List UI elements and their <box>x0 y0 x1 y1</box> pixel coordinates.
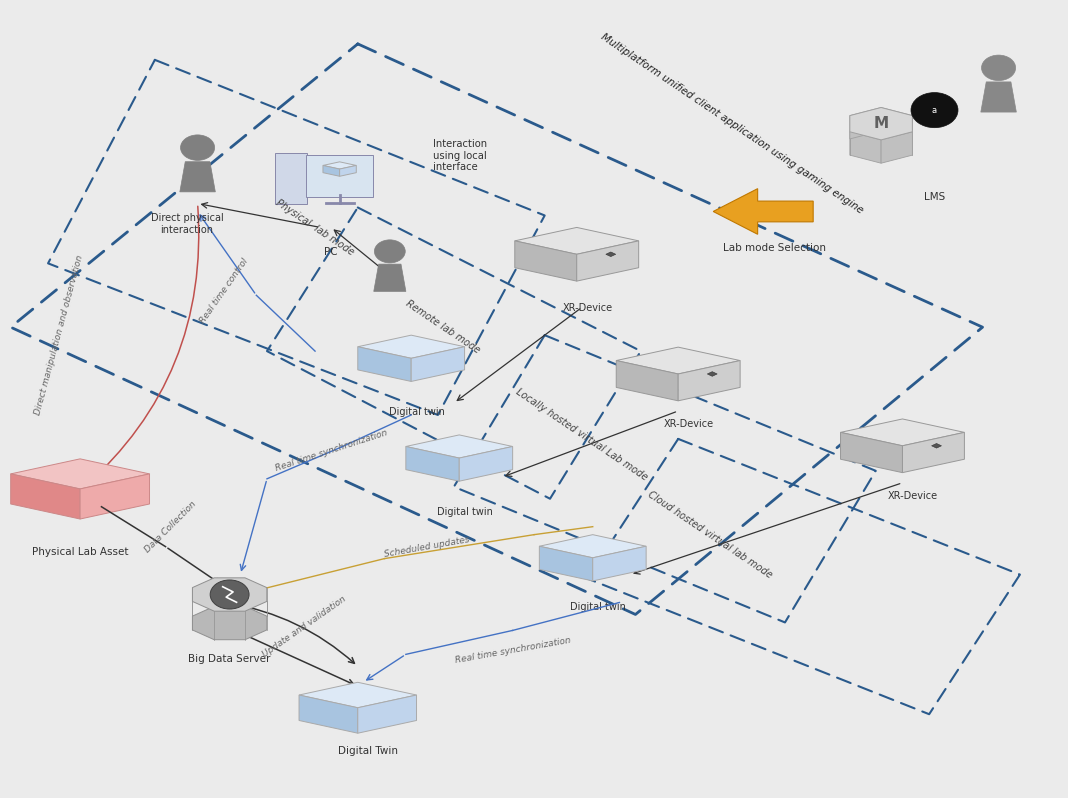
Polygon shape <box>299 682 417 708</box>
Text: Update and validation: Update and validation <box>261 595 348 658</box>
Polygon shape <box>11 474 80 519</box>
Text: Direct physical
interaction: Direct physical interaction <box>151 213 223 235</box>
Text: Real time synchronization: Real time synchronization <box>273 429 389 473</box>
Polygon shape <box>593 546 646 581</box>
Polygon shape <box>459 447 513 481</box>
Text: LMS: LMS <box>924 192 945 202</box>
Polygon shape <box>539 546 593 581</box>
FancyBboxPatch shape <box>276 153 307 203</box>
Polygon shape <box>80 474 150 519</box>
Text: Remote lab mode: Remote lab mode <box>405 298 482 356</box>
Text: Physical Lab Asset: Physical Lab Asset <box>32 547 128 557</box>
Text: Real time control: Real time control <box>199 257 250 326</box>
Circle shape <box>210 580 249 609</box>
Text: XR-Device: XR-Device <box>563 303 612 314</box>
Text: Digital twin: Digital twin <box>389 407 444 417</box>
Polygon shape <box>11 459 150 489</box>
Polygon shape <box>577 241 639 281</box>
Polygon shape <box>606 252 616 257</box>
Polygon shape <box>358 346 411 381</box>
Polygon shape <box>539 535 646 558</box>
Polygon shape <box>192 578 267 611</box>
Polygon shape <box>358 335 465 358</box>
Polygon shape <box>323 162 357 169</box>
Polygon shape <box>850 108 912 140</box>
Polygon shape <box>179 162 216 192</box>
Text: Interaction
using local
interface: Interaction using local interface <box>433 139 487 172</box>
FancyBboxPatch shape <box>305 156 374 197</box>
Text: Cloud hosted virtual lab mode: Cloud hosted virtual lab mode <box>646 489 774 580</box>
Polygon shape <box>841 433 902 472</box>
Polygon shape <box>616 347 740 374</box>
Text: Data Collection: Data Collection <box>143 500 199 554</box>
Polygon shape <box>192 606 267 640</box>
Text: Direct manipulation and observation: Direct manipulation and observation <box>33 254 84 417</box>
Polygon shape <box>358 695 417 733</box>
Circle shape <box>911 93 958 128</box>
Polygon shape <box>515 227 639 255</box>
Circle shape <box>180 135 215 160</box>
Polygon shape <box>411 346 465 381</box>
Polygon shape <box>881 108 912 139</box>
Polygon shape <box>374 264 406 291</box>
Text: Digital twin: Digital twin <box>437 507 492 517</box>
Text: Big Data Server: Big Data Server <box>188 654 271 665</box>
Text: Digital Twin: Digital Twin <box>339 746 398 757</box>
Polygon shape <box>881 132 912 164</box>
Polygon shape <box>902 433 964 472</box>
Polygon shape <box>707 372 718 377</box>
Text: Multiplatform unified client application using gaming engine: Multiplatform unified client application… <box>599 32 864 215</box>
Text: Locally hosted virtual Lab mode: Locally hosted virtual Lab mode <box>515 387 649 483</box>
Polygon shape <box>841 419 964 446</box>
Polygon shape <box>299 695 358 733</box>
Polygon shape <box>616 361 678 401</box>
Polygon shape <box>850 108 881 139</box>
Circle shape <box>981 55 1016 81</box>
Polygon shape <box>850 132 881 164</box>
Polygon shape <box>931 444 942 448</box>
Text: Scheduled updates: Scheduled updates <box>383 535 471 559</box>
Polygon shape <box>340 165 357 176</box>
Text: Lab mode Selection: Lab mode Selection <box>723 243 826 254</box>
Text: Real time synchronization: Real time synchronization <box>454 636 571 665</box>
Text: M: M <box>874 117 889 131</box>
Circle shape <box>375 240 405 263</box>
Text: Physical  lab mode: Physical lab mode <box>274 198 356 257</box>
Text: PC: PC <box>325 247 337 258</box>
Polygon shape <box>980 82 1017 112</box>
Polygon shape <box>515 241 577 281</box>
Polygon shape <box>406 435 513 458</box>
Text: Digital twin: Digital twin <box>570 602 626 613</box>
Text: XR-Device: XR-Device <box>664 419 713 429</box>
Polygon shape <box>323 165 340 176</box>
Polygon shape <box>406 447 459 481</box>
Polygon shape <box>678 361 740 401</box>
Text: XR-Device: XR-Device <box>889 491 938 501</box>
Polygon shape <box>713 188 813 235</box>
Text: a: a <box>932 105 937 115</box>
